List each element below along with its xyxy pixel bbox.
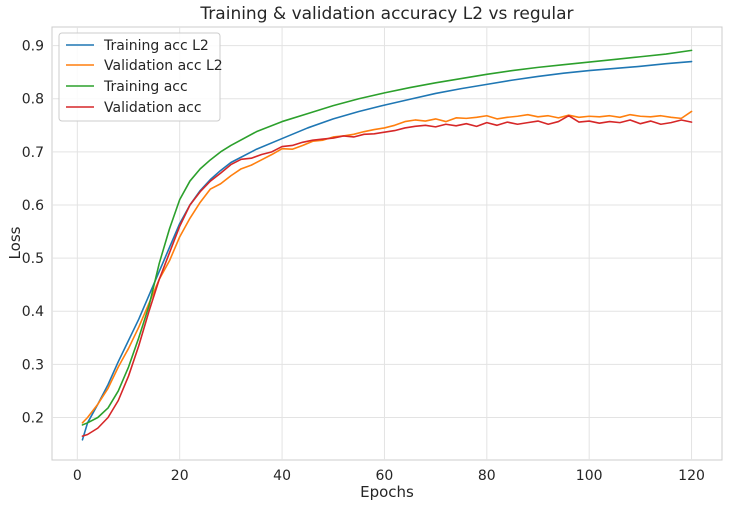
legend-box bbox=[58, 32, 221, 122]
y-tick-label: 0.6 bbox=[22, 198, 44, 214]
legend-label-validation-acc: Validation acc bbox=[104, 100, 202, 116]
x-tick-labels: 0 20 40 60 80 100 120 bbox=[73, 468, 705, 484]
y-tick-label: 0.3 bbox=[22, 357, 44, 373]
y-tick-labels: 0.2 0.3 0.4 0.5 0.6 0.7 0.8 0.9 bbox=[22, 39, 44, 427]
series-line-validation-acc bbox=[81, 114, 693, 437]
legend-label-validation-acc-l2: Validation acc L2 bbox=[104, 58, 223, 74]
y-tick-label: 0.2 bbox=[22, 410, 44, 426]
y-tick-label: 0.8 bbox=[22, 92, 44, 108]
y-tick-label: 0.5 bbox=[22, 251, 44, 267]
x-tick-label: 120 bbox=[678, 468, 705, 484]
x-tick-label: 60 bbox=[376, 468, 394, 484]
chart-title: Training & validation accuracy L2 vs reg… bbox=[199, 4, 573, 24]
y-tick-label: 0.4 bbox=[22, 304, 44, 320]
x-tick-label: 40 bbox=[273, 468, 291, 484]
y-tick-label: 0.7 bbox=[22, 145, 44, 161]
series-line-training-acc bbox=[81, 49, 693, 426]
x-tick-label: 80 bbox=[478, 468, 496, 484]
legend-label-training-acc: Training acc bbox=[103, 79, 188, 95]
legend: Training acc L2 Validation acc L2 Traini… bbox=[58, 32, 223, 122]
x-tick-label: 100 bbox=[576, 468, 603, 484]
legend-label-training-acc-l2: Training acc L2 bbox=[103, 38, 209, 54]
y-tick-label: 0.9 bbox=[22, 39, 44, 55]
x-axis-title: Epochs bbox=[360, 483, 414, 501]
x-tick-label: 20 bbox=[171, 468, 189, 484]
x-tick-label: 0 bbox=[73, 468, 82, 484]
series-lines bbox=[81, 49, 693, 441]
y-axis-title: Loss bbox=[6, 226, 24, 259]
series-line-validation-acc-l2 bbox=[81, 110, 693, 424]
series-line-training-acc-l2 bbox=[81, 60, 693, 441]
